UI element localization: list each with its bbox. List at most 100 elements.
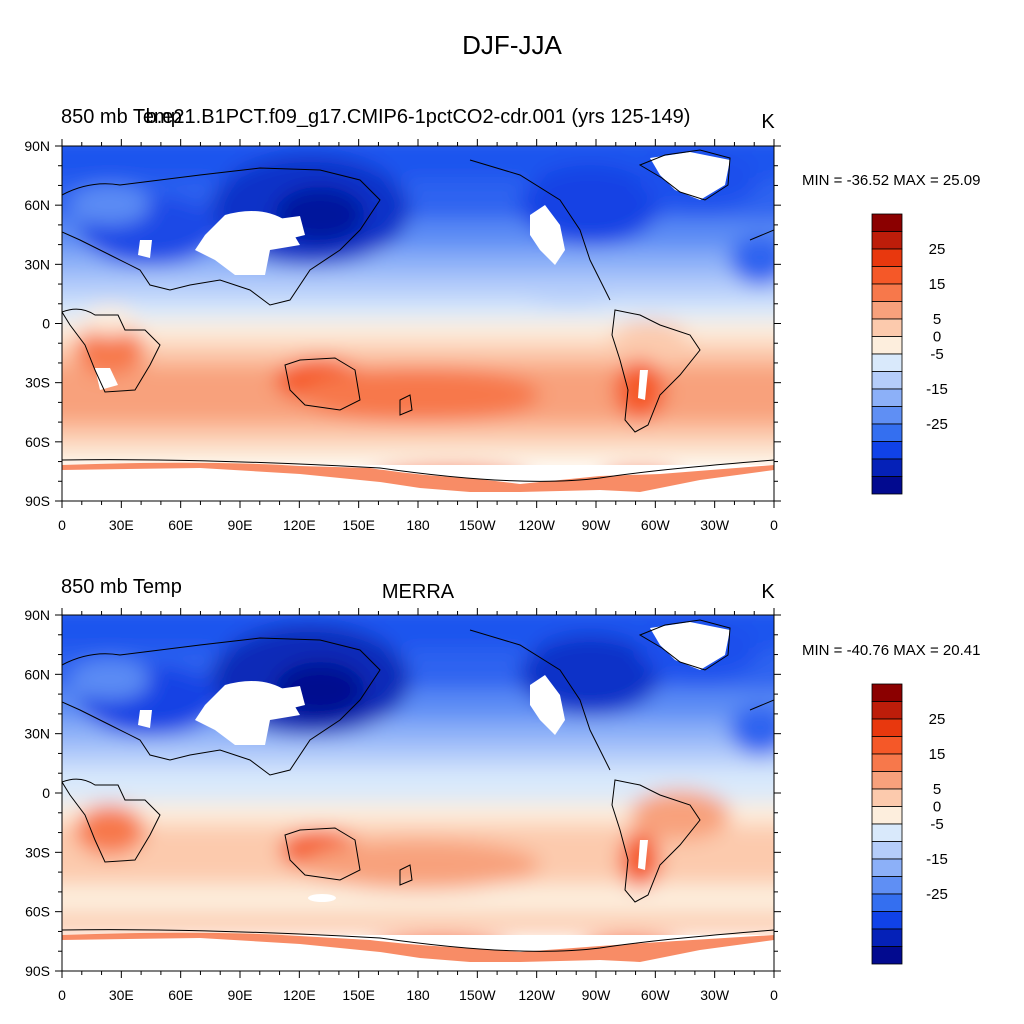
y-tick-label: 90S: [25, 963, 50, 979]
colorbar-merra: 25 15 50-5 -15 -25: [871, 683, 948, 965]
panel-left-title: 850 mb Temp: [61, 576, 182, 598]
panel-left-title: 850 mb Temp: [61, 106, 182, 128]
colorbar-swatch: [871, 336, 903, 355]
map-panel-merra: 850 mb Temp MERRA K MIN = -40.76 MAX = 2…: [24, 576, 980, 1003]
y-tick-label: 0: [42, 785, 50, 801]
colorbar-swatch: [871, 753, 903, 772]
colorbar-label: -15: [926, 381, 948, 398]
panel-center-title: b.e21.B1PCT.f09_g17.CMIP6-1pctCO2-cdr.00…: [146, 106, 691, 128]
colorbar-swatch: [871, 248, 903, 267]
colorbar-swatch: [871, 683, 903, 702]
x-tick-label: 150E: [342, 987, 375, 1003]
y-tick-label: 90S: [25, 493, 50, 509]
colorbar-label: -15: [926, 851, 948, 868]
y-tick-label: 60N: [24, 666, 50, 682]
colorbar-label: 5: [933, 311, 941, 328]
colorbar-swatch: [871, 301, 903, 320]
colorbar-swatch: [871, 701, 903, 720]
x-tick-label: 150E: [342, 517, 375, 533]
x-tick-label: 0: [58, 987, 66, 1003]
y-tick-label: 30N: [24, 726, 50, 742]
colorbar-swatch: [871, 441, 903, 460]
x-tick-label: 0: [770, 987, 778, 1003]
colorbar-swatch: [871, 788, 903, 807]
colorbar-swatch: [871, 806, 903, 825]
x-tick-label: 180: [406, 517, 430, 533]
colorbar-swatch: [871, 406, 903, 425]
coastlines: [62, 149, 774, 482]
axis-ticks: 0 30E 60E 90E 120E 150E 180 150W 120W 90W 60W 30W 09…: [24, 138, 781, 533]
colorbar-label: 15: [929, 276, 946, 293]
colorbar-swatch: [871, 476, 903, 495]
colorbar-swatch: [871, 388, 903, 407]
y-tick-label: 60N: [24, 197, 50, 213]
x-tick-label: 120W: [518, 517, 555, 533]
colorbar-swatch: [871, 841, 903, 860]
x-tick-label: 120W: [518, 987, 555, 1003]
y-tick-label: 30N: [24, 256, 50, 272]
temperature-field: [62, 615, 774, 971]
map-panel-model: 850 mb Temp b.e21.B1PCT.f09_g17.CMIP6-1p…: [24, 106, 980, 533]
colorbar-label: 0: [933, 329, 941, 346]
y-tick-label: 0: [42, 316, 50, 332]
y-tick-label: 30S: [25, 844, 50, 860]
colorbar-label: -25: [926, 886, 948, 903]
x-tick-label: 60E: [168, 987, 193, 1003]
x-tick-label: 60W: [641, 987, 671, 1003]
colorbar-label: -5: [930, 816, 943, 833]
x-tick-label: 60E: [168, 517, 193, 533]
y-tick-label: 90N: [24, 607, 50, 623]
colorbar-swatch: [871, 423, 903, 442]
x-tick-label: 150W: [459, 987, 496, 1003]
colorbar-swatch: [871, 458, 903, 477]
colorbar-swatch: [871, 371, 903, 390]
colorbar-swatch: [871, 231, 903, 250]
colorbar-label: 0: [933, 799, 941, 816]
colorbar-swatch: [871, 911, 903, 930]
colorbar-swatch: [871, 353, 903, 372]
panel-stats: MIN = -36.52 MAX = 25.09: [802, 172, 980, 189]
y-tick-label: 90N: [24, 138, 50, 154]
colorbar-label: 25: [929, 711, 946, 728]
colorbar-swatch: [871, 318, 903, 337]
colorbar-swatch: [871, 213, 903, 232]
axis-ticks: 0 30E 60E 90E 120E 150E 180 150W 120W 90W 60W 30W 09…: [24, 607, 781, 1003]
x-tick-label: 90E: [228, 987, 253, 1003]
colorbar-swatch: [871, 946, 903, 965]
x-tick-label: 120E: [283, 987, 316, 1003]
y-tick-label: 30S: [25, 375, 50, 391]
colorbar-swatch: [871, 893, 903, 912]
coastlines: [62, 619, 774, 952]
panel-stats: MIN = -40.76 MAX = 20.41: [802, 642, 980, 659]
x-tick-label: 0: [770, 517, 778, 533]
x-tick-label: 30E: [109, 517, 134, 533]
colorbar-swatch: [871, 283, 903, 302]
colorbar-label: 25: [929, 241, 946, 258]
colorbar-model: 25 15 50-5 -15 -25: [871, 213, 948, 495]
panel-units: K: [761, 111, 775, 133]
main-title: DJF-JJA: [462, 30, 562, 60]
colorbar-swatch: [871, 823, 903, 842]
x-tick-label: 90E: [228, 517, 253, 533]
colorbar-swatch: [871, 858, 903, 877]
colorbar-label: 15: [929, 746, 946, 763]
y-tick-label: 60S: [25, 434, 50, 450]
colorbar-label: 5: [933, 781, 941, 798]
x-tick-label: 90W: [582, 987, 612, 1003]
x-tick-label: 90W: [582, 517, 612, 533]
x-tick-label: 120E: [283, 517, 316, 533]
colorbar-label: -5: [930, 346, 943, 363]
panel-units: K: [761, 581, 775, 603]
x-tick-label: 30E: [109, 987, 134, 1003]
x-tick-label: 30W: [700, 517, 730, 533]
colorbar-swatch: [871, 266, 903, 285]
x-tick-label: 30W: [700, 987, 730, 1003]
colorbar-swatch: [871, 771, 903, 790]
colorbar-swatch: [871, 928, 903, 947]
colorbar-label: -25: [926, 416, 948, 433]
colorbar-swatch: [871, 736, 903, 755]
panel-center-title: MERRA: [382, 581, 455, 603]
colorbar-swatch: [871, 718, 903, 737]
x-tick-label: 180: [406, 987, 430, 1003]
